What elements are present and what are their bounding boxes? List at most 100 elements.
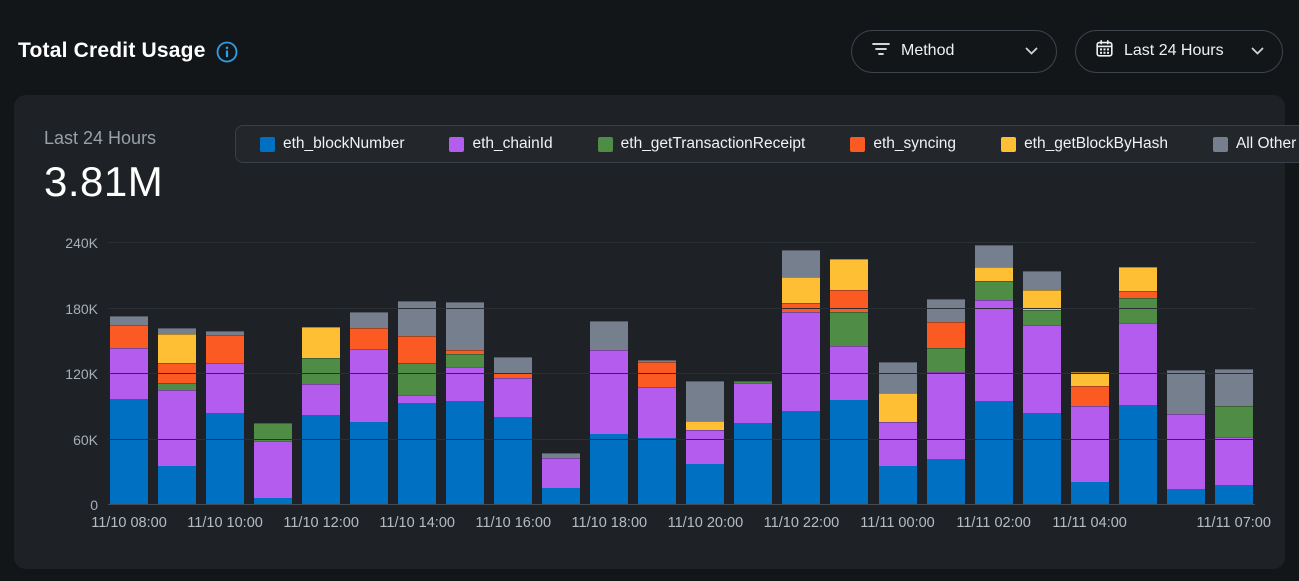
bar-segment[interactable] [302, 327, 341, 358]
legend-item[interactable]: eth_chainId [449, 135, 553, 153]
bar-segment[interactable] [974, 401, 1013, 505]
bar-segment[interactable] [734, 382, 773, 424]
bar-segment[interactable] [398, 300, 437, 336]
stacked-bar[interactable] [1118, 243, 1157, 505]
bar-segment[interactable] [686, 429, 725, 464]
bar-segment[interactable] [1118, 404, 1157, 505]
stacked-bar[interactable] [830, 243, 869, 505]
bar-segment[interactable] [446, 401, 485, 505]
stacked-bar[interactable] [974, 243, 1013, 505]
stacked-bar[interactable] [542, 243, 581, 505]
stacked-bar[interactable] [158, 243, 197, 505]
stacked-bar[interactable] [1166, 243, 1205, 505]
bar-segment[interactable] [206, 363, 245, 414]
bar-segment[interactable] [878, 422, 917, 466]
bar-segment[interactable] [158, 465, 197, 505]
bar-segment[interactable] [350, 422, 389, 505]
bar-segment[interactable] [350, 348, 389, 423]
info-icon[interactable] [216, 41, 238, 63]
bar-segment[interactable] [494, 416, 533, 505]
bar-segment[interactable] [254, 498, 293, 505]
bar-segment[interactable] [110, 399, 148, 505]
bar-segment[interactable] [158, 333, 197, 364]
bar-segment[interactable] [206, 413, 245, 505]
bar-segment[interactable] [1118, 267, 1157, 292]
stacked-bar[interactable] [398, 243, 437, 505]
legend-item[interactable]: eth_getTransactionReceipt [597, 135, 805, 153]
bar-segment[interactable] [350, 311, 389, 329]
bar-segment[interactable] [1214, 437, 1253, 486]
bar-segment[interactable] [878, 362, 917, 393]
stacked-bar[interactable] [878, 243, 917, 505]
bar-segment[interactable] [782, 276, 821, 304]
bar-segment[interactable] [782, 249, 821, 277]
bar-segment[interactable] [446, 354, 485, 368]
legend-item[interactable]: All Other [1212, 135, 1296, 153]
bar-segment[interactable] [830, 289, 869, 312]
bar-segment[interactable] [494, 356, 533, 373]
stacked-bar[interactable] [782, 243, 821, 505]
bar-segment[interactable] [974, 267, 1013, 282]
bar-segment[interactable] [542, 487, 581, 505]
bar-segment[interactable] [1070, 371, 1109, 387]
bar-segment[interactable] [926, 298, 965, 322]
bar-segment[interactable] [1214, 368, 1253, 406]
bar-segment[interactable] [830, 311, 869, 346]
bar-segment[interactable] [110, 324, 148, 348]
bar-segment[interactable] [1022, 271, 1061, 290]
bar-segment[interactable] [638, 359, 677, 363]
bar-segment[interactable] [398, 363, 437, 395]
bar-segment[interactable] [1070, 482, 1109, 505]
bar-segment[interactable] [302, 383, 341, 416]
bar-segment[interactable] [590, 320, 629, 350]
bar-segment[interactable] [1166, 414, 1205, 489]
bar-segment[interactable] [398, 335, 437, 364]
bar-segment[interactable] [1022, 413, 1061, 505]
bar-segment[interactable] [1214, 485, 1253, 505]
bar-segment[interactable] [734, 423, 773, 505]
bar-segment[interactable] [1118, 297, 1157, 323]
bar-segment[interactable] [638, 362, 677, 388]
stacked-bar[interactable] [254, 243, 293, 505]
bar-segment[interactable] [1070, 405, 1109, 483]
bar-segment[interactable] [926, 321, 965, 348]
stacked-bar[interactable] [206, 243, 245, 505]
stacked-bar[interactable] [494, 243, 533, 505]
bar-segment[interactable] [398, 394, 437, 404]
legend-item[interactable]: eth_syncing [850, 135, 956, 153]
bar-segment[interactable] [1070, 386, 1109, 406]
bar-segment[interactable] [542, 458, 581, 488]
bar-segment[interactable] [1022, 289, 1061, 310]
bar-segment[interactable] [398, 403, 437, 505]
bar-segment[interactable] [542, 452, 581, 459]
stacked-bar[interactable] [446, 243, 485, 505]
bar-segment[interactable] [734, 380, 773, 383]
bar-segment[interactable] [926, 347, 965, 372]
bar-segment[interactable] [206, 331, 245, 335]
bar-segment[interactable] [878, 392, 917, 423]
stacked-bar[interactable] [1214, 243, 1253, 505]
bar-segment[interactable] [974, 245, 1013, 268]
bar-segment[interactable] [686, 463, 725, 505]
bar-segment[interactable] [926, 371, 965, 460]
stacked-bar[interactable] [1070, 243, 1109, 505]
bar-segment[interactable] [254, 440, 293, 499]
date-range-button[interactable]: Last 24 Hours [1075, 29, 1283, 73]
bar-segment[interactable] [830, 400, 869, 505]
bar-segment[interactable] [638, 438, 677, 505]
bar-segment[interactable] [686, 420, 725, 430]
bar-segment[interactable] [158, 382, 197, 391]
bar-segment[interactable] [1022, 324, 1061, 414]
bar-segment[interactable] [446, 350, 485, 355]
stacked-bar[interactable] [686, 243, 725, 505]
bar-segment[interactable] [590, 434, 629, 505]
bar-segment[interactable] [926, 459, 965, 505]
bar-segment[interactable] [158, 390, 197, 466]
bar-segment[interactable] [1166, 369, 1205, 415]
method-filter-button[interactable]: Method [851, 29, 1057, 73]
stacked-bar[interactable] [350, 243, 389, 505]
bar-segment[interactable] [830, 259, 869, 290]
legend-item[interactable]: eth_getBlockByHash [1001, 135, 1168, 153]
stacked-bar[interactable] [1022, 243, 1061, 505]
bar-segment[interactable] [1214, 405, 1253, 438]
